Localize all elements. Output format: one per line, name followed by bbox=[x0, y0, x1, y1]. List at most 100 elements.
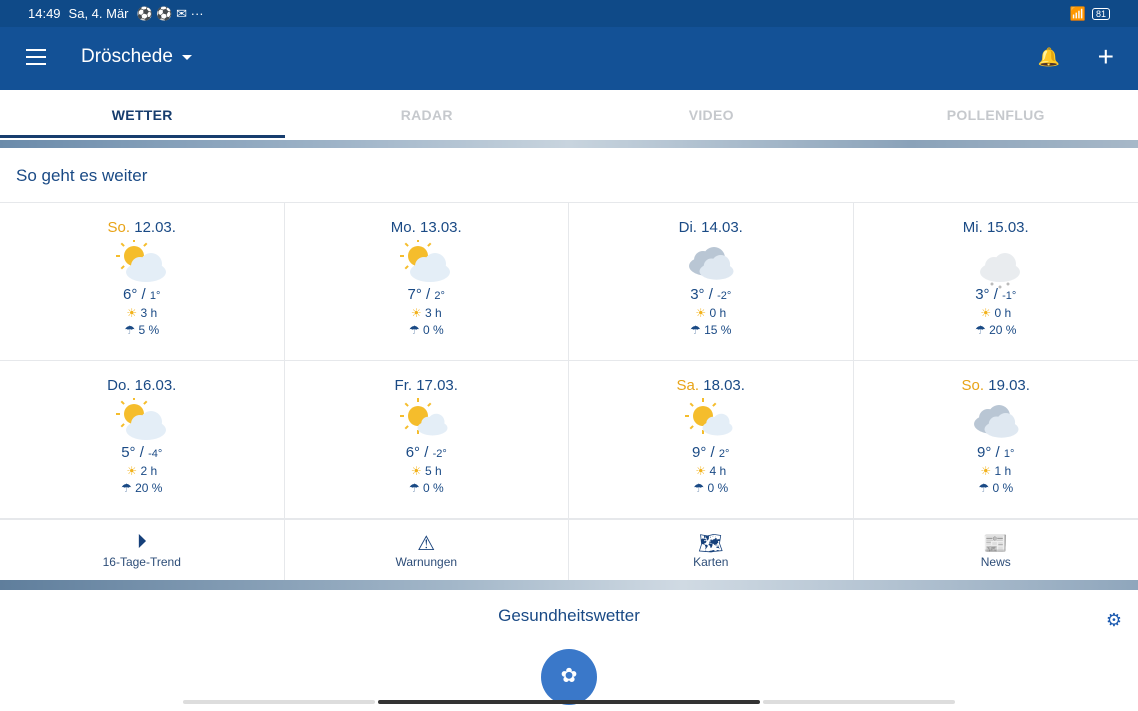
day-date: Fr. 17.03. bbox=[285, 377, 569, 394]
forecast-day[interactable]: Mo. 13.03. 7° / 2° ☀ 3 h ☂ 0 % bbox=[284, 203, 569, 361]
sun-hours-value: 1 h bbox=[994, 464, 1012, 478]
sun-icon: ☀ bbox=[126, 464, 138, 478]
day-date: Di. 14.03. bbox=[569, 219, 853, 236]
weekday: Sa. bbox=[676, 377, 700, 394]
min-temp: 2° bbox=[434, 290, 445, 302]
sun-hours-value: 2 h bbox=[140, 464, 158, 478]
gear-icon[interactable]: ⚙ bbox=[1105, 610, 1122, 630]
tab-pollenflug[interactable]: POLLENFLUG bbox=[946, 107, 1045, 123]
rain-value: 20 % bbox=[135, 481, 163, 495]
nav-karten[interactable]: 🗺 Karten bbox=[569, 520, 854, 580]
forecast-day[interactable]: Mi. 15.03. 3° / -1° ☀ 0 h ☂ 20 % bbox=[853, 203, 1138, 361]
tab-wetter[interactable]: WETTER bbox=[0, 90, 285, 140]
temperature: 6° / 1° bbox=[123, 286, 161, 303]
tab-radar[interactable]: RADAR bbox=[400, 107, 453, 123]
map-icon: 🗺 bbox=[698, 533, 724, 555]
forecast-day[interactable]: So. 12.03. 6° / 1° ☀ 3 h ☂ 5 % bbox=[0, 203, 285, 361]
date: 15.03. bbox=[986, 219, 1029, 236]
gesture-bar-left bbox=[183, 700, 375, 704]
gesture-bar[interactable] bbox=[378, 700, 760, 704]
date: 14.03. bbox=[701, 219, 743, 236]
weekday: Mo. bbox=[390, 219, 416, 236]
cloudy-icon bbox=[685, 240, 737, 284]
nav-warnungen[interactable]: ⚠ Warnungen bbox=[285, 520, 569, 580]
forecast-day[interactable]: So. 19.03. 9° / 1° ☀ 1 h ☂ 0 % bbox=[853, 361, 1138, 519]
nav-news[interactable]: 📰 News bbox=[854, 520, 1138, 580]
umbrella-icon: ☂ bbox=[975, 323, 986, 337]
sun-icon: ☀ bbox=[695, 306, 707, 320]
battery-indicator: 81 bbox=[1091, 7, 1110, 20]
weekday: Mi. bbox=[962, 219, 983, 236]
tab-video[interactable]: VIDEO bbox=[688, 107, 734, 123]
umbrella-icon: ☂ bbox=[690, 323, 701, 337]
sun-hours-value: 4 h bbox=[709, 464, 727, 478]
bell-icon[interactable]: 🔔 bbox=[1037, 47, 1060, 67]
image-strip bbox=[0, 580, 1138, 590]
rain-probability: ☂ 0 % bbox=[285, 323, 569, 337]
status-time: 14:49 bbox=[28, 5, 61, 21]
max-temp: 6° bbox=[123, 286, 138, 303]
temperature: 6° / -2° bbox=[405, 444, 447, 461]
temperature: 7° / 2° bbox=[407, 286, 445, 303]
status-bar: 14:49 Sa, 4. Mär ⚽ ⚽ ✉ ··· 📶 81 bbox=[0, 0, 1138, 27]
day-date: So. 19.03. bbox=[854, 377, 1138, 394]
nav-label: Warnungen bbox=[395, 555, 458, 569]
sun-hours: ☀ 3 h bbox=[285, 306, 569, 320]
umbrella-icon: ☂ bbox=[408, 323, 420, 337]
sun-icon: ☀ bbox=[126, 306, 138, 320]
temperature: 3° / -1° bbox=[975, 286, 1017, 303]
forecast-day[interactable]: Di. 14.03. 3° / -2° ☀ 0 h ☂ 15 % bbox=[569, 203, 854, 361]
sun-hours: ☀ 1 h bbox=[854, 464, 1138, 478]
sun-icon: ☀ bbox=[980, 306, 992, 320]
dandelion-icon[interactable]: ✿ bbox=[541, 649, 597, 705]
partly-sunny-icon bbox=[115, 396, 168, 442]
forecast-day[interactable]: Fr. 17.03. 6° / -2° ☀ 5 h ☂ 0 % bbox=[284, 361, 569, 519]
forecast-day[interactable]: Sa. 18.03. 9° / 2° ☀ 4 h ☂ 0 % bbox=[569, 361, 854, 519]
max-temp: 5° bbox=[121, 444, 136, 461]
weekday: Fr. bbox=[394, 377, 413, 394]
rain-value: 15 % bbox=[704, 323, 732, 337]
location-selector[interactable]: Dröschede bbox=[81, 46, 192, 68]
rain-probability: ☂ 0 % bbox=[854, 481, 1138, 495]
date: 13.03. bbox=[419, 219, 462, 236]
play-circle-icon: ⏵ bbox=[136, 531, 147, 553]
sun-hours: ☀ 0 h bbox=[569, 306, 853, 320]
umbrella-icon: ☂ bbox=[121, 481, 132, 495]
sun-hours: ☀ 5 h bbox=[285, 464, 569, 478]
status-date: Sa, 4. Mär bbox=[68, 5, 129, 21]
rain-value: 0 % bbox=[707, 481, 729, 495]
max-temp: 9° bbox=[692, 444, 707, 461]
partly-sunny-icon bbox=[115, 238, 168, 284]
temperature: 3° / -2° bbox=[690, 286, 732, 303]
date: 19.03. bbox=[988, 377, 1030, 394]
nav-label: News bbox=[980, 555, 1011, 569]
rain-value: 5 % bbox=[138, 323, 160, 337]
umbrella-icon: ☂ bbox=[124, 323, 136, 337]
menu-icon[interactable] bbox=[26, 49, 46, 65]
weekday: So. bbox=[961, 377, 985, 394]
sun-icon: ☀ bbox=[980, 464, 992, 478]
weekday: Do. bbox=[107, 377, 131, 394]
nav-16-tage-trend[interactable]: ⏵ 16-Tage-Trend bbox=[0, 520, 285, 580]
sun-hours: ☀ 3 h bbox=[0, 306, 284, 320]
temperature: 9° / 2° bbox=[692, 444, 730, 461]
date: 17.03. bbox=[416, 377, 458, 394]
snow-cloud-icon bbox=[970, 240, 1022, 289]
day-date: Mo. 13.03. bbox=[285, 219, 569, 236]
add-icon[interactable]: + bbox=[1097, 41, 1114, 72]
location-name: Dröschede bbox=[81, 46, 173, 67]
mostly-sunny-icon bbox=[684, 398, 737, 442]
sun-hours-value: 3 h bbox=[424, 306, 442, 320]
section-title: So geht es weiter bbox=[0, 148, 1138, 203]
min-temp: 1° bbox=[1003, 448, 1015, 460]
tab-bar: WETTER RADAR VIDEO POLLENFLUG bbox=[0, 90, 1138, 140]
forecast-grid: So. 12.03. 6° / 1° ☀ 3 h ☂ 5 % Mo. 13.03… bbox=[0, 203, 1138, 519]
sun-icon: ☀ bbox=[410, 306, 422, 320]
weekday: Di. bbox=[678, 219, 697, 236]
temperature: 9° / 1° bbox=[977, 444, 1015, 461]
sun-hours-value: 0 h bbox=[994, 306, 1012, 320]
day-date: Sa. 18.03. bbox=[569, 377, 853, 394]
forecast-day[interactable]: Do. 16.03. 5° / -4° ☀ 2 h ☂ 20 % bbox=[0, 361, 285, 519]
max-temp: 7° bbox=[407, 286, 422, 303]
mostly-sunny-icon bbox=[400, 398, 452, 442]
